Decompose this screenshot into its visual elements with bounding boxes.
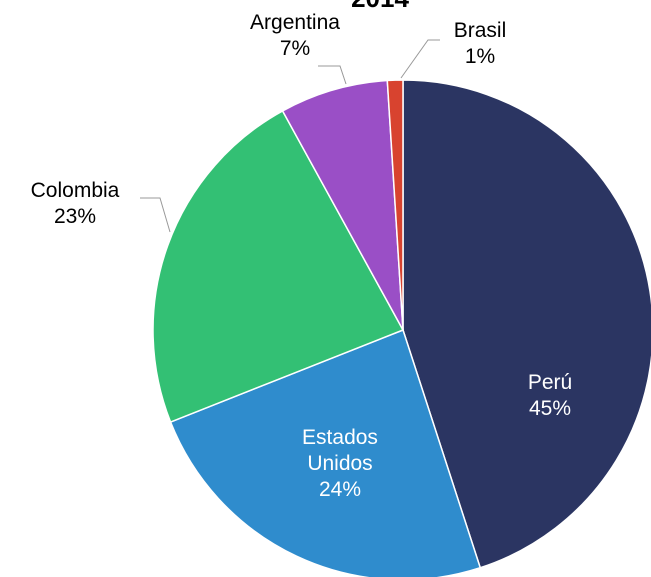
value-label: 7% bbox=[279, 37, 311, 60]
chart-title: 2014 bbox=[330, 0, 430, 14]
leader-line bbox=[400, 39, 440, 79]
pie-slice bbox=[386, 79, 404, 331]
category-label: Perú bbox=[527, 371, 573, 394]
pie-slice bbox=[281, 79, 404, 331]
slice-label: Brasil 1% bbox=[425, 18, 535, 70]
value-label: 45% bbox=[528, 397, 572, 420]
pie-slice bbox=[402, 79, 651, 569]
category-label: Colombia bbox=[30, 179, 120, 202]
pie-slice bbox=[152, 109, 405, 424]
value-label: 24% bbox=[318, 478, 362, 501]
category-label: Argentina bbox=[250, 11, 340, 34]
category-label: Estados Unidos bbox=[302, 426, 378, 475]
slice-label: Estados Unidos 24% bbox=[280, 425, 400, 503]
leader-line bbox=[318, 65, 347, 85]
value-label: 1% bbox=[464, 45, 496, 68]
slice-label: Colombia 23% bbox=[10, 178, 140, 230]
category-label: Brasil bbox=[453, 19, 507, 42]
value-label: 23% bbox=[53, 205, 97, 228]
slice-label: Argentina 7% bbox=[230, 10, 360, 62]
slice-label: Perú 45% bbox=[490, 370, 610, 422]
leader-line bbox=[140, 197, 171, 233]
